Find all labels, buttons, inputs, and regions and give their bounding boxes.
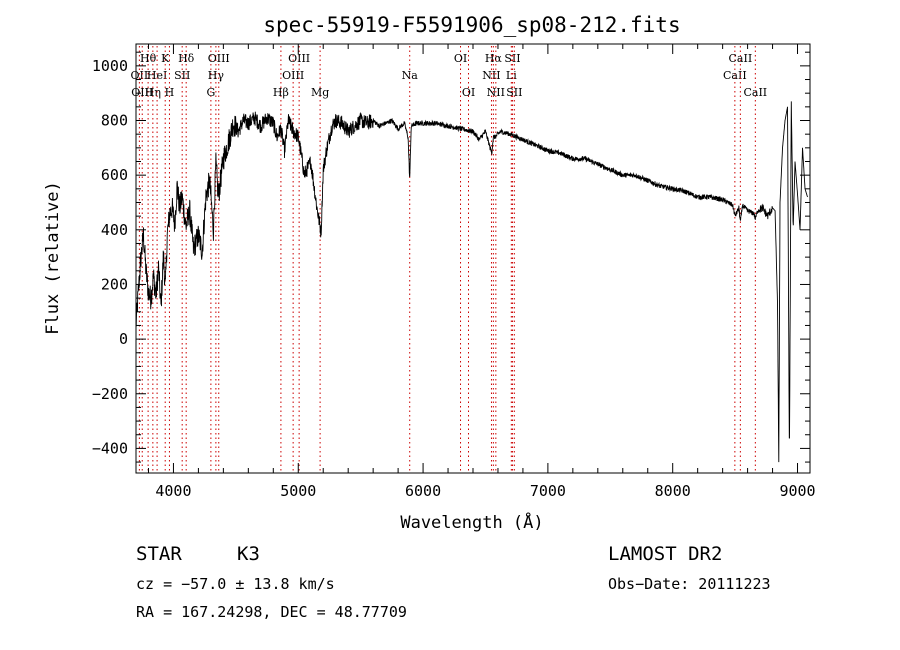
spectral-line-label: HeI <box>147 69 167 82</box>
object-class: STAR <box>136 543 182 565</box>
spectral-line-label: NII <box>487 86 505 99</box>
y-tick-label: 0 <box>119 330 128 348</box>
y-tick-label: 200 <box>101 275 128 293</box>
spectral-line-label: NII <box>482 69 500 82</box>
x-tick-label: 6000 <box>405 482 441 500</box>
y-tick-label: 1000 <box>92 57 128 75</box>
plot-frame <box>135 43 811 474</box>
spectral-line-label: CaII <box>729 52 753 65</box>
x-tick-label: 4000 <box>155 482 191 500</box>
spectral-line-label: CaII <box>743 86 767 99</box>
spectral-line-label: OI <box>454 52 467 65</box>
spectrum-line <box>135 101 808 463</box>
spectral-line-label: K <box>161 52 170 65</box>
obs-date-text: Obs−Date: 20111223 <box>608 575 771 593</box>
x-tick-label: 8000 <box>655 482 691 500</box>
y-axis-label: Flux (relative) <box>43 181 63 335</box>
coordinates-text: RA = 167.24298, DEC = 48.77709 <box>136 603 407 621</box>
x-tick-label: 9000 <box>779 482 815 500</box>
spectral-line-label: Na <box>402 69 419 82</box>
redshift-text: cz = −57.0 ± 13.8 km/s <box>136 575 335 593</box>
spectral-line-label: Hδ <box>178 52 195 65</box>
spectral-line-label: Hγ <box>208 69 225 82</box>
y-tick-label: −200 <box>92 385 128 403</box>
x-axis-label: Wavelength (Å) <box>400 511 543 533</box>
spectral-line-label: SII <box>506 86 522 99</box>
chart-title: spec-55919-F5591906_sp08-212.fits <box>263 13 680 37</box>
spectral-line-label: OII <box>131 69 149 82</box>
spectral-line-label: OI <box>462 86 475 99</box>
y-axis: −400 −200 0 200 400 600 800 1000 <box>92 51 810 463</box>
spectral-line-label: Hβ <box>273 86 289 99</box>
y-tick-label: 400 <box>101 221 128 239</box>
spectral-line-label: OIII <box>208 52 230 65</box>
spectral-line-label: G <box>206 86 215 99</box>
spectral-line-label: Hα <box>485 52 503 65</box>
survey-label: LAMOST DR2 <box>608 543 722 565</box>
spectral-line-label: Mg <box>311 86 329 99</box>
spectral-line-label: H <box>165 86 175 99</box>
spectral-line-label: Hη <box>145 86 161 99</box>
spectrum-series <box>135 101 808 463</box>
spectral-line-label: Hθ <box>140 52 157 65</box>
spectral-line-label: OIII <box>282 69 304 82</box>
x-axis: 4000 5000 6000 7000 8000 9000 <box>147 44 816 500</box>
spectral-line-markers: OIIOIIIHθHηHeIKHSIIHδGHγOIIIHβOIIIOIIIMg… <box>131 46 767 473</box>
x-tick-label: 5000 <box>280 482 316 500</box>
y-tick-label: −400 <box>92 439 128 457</box>
x-tick-label: 7000 <box>530 482 566 500</box>
y-tick-label: 800 <box>101 112 128 130</box>
spectral-line-label: Li <box>506 69 517 82</box>
y-tick-label: 600 <box>101 166 128 184</box>
spectral-line-label: SII <box>504 52 520 65</box>
object-subclass: K3 <box>237 543 260 565</box>
spectral-line-label: CaII <box>723 69 747 82</box>
spectral-line-label: OIII <box>288 52 310 65</box>
spectral-line-label: SII <box>174 69 190 82</box>
